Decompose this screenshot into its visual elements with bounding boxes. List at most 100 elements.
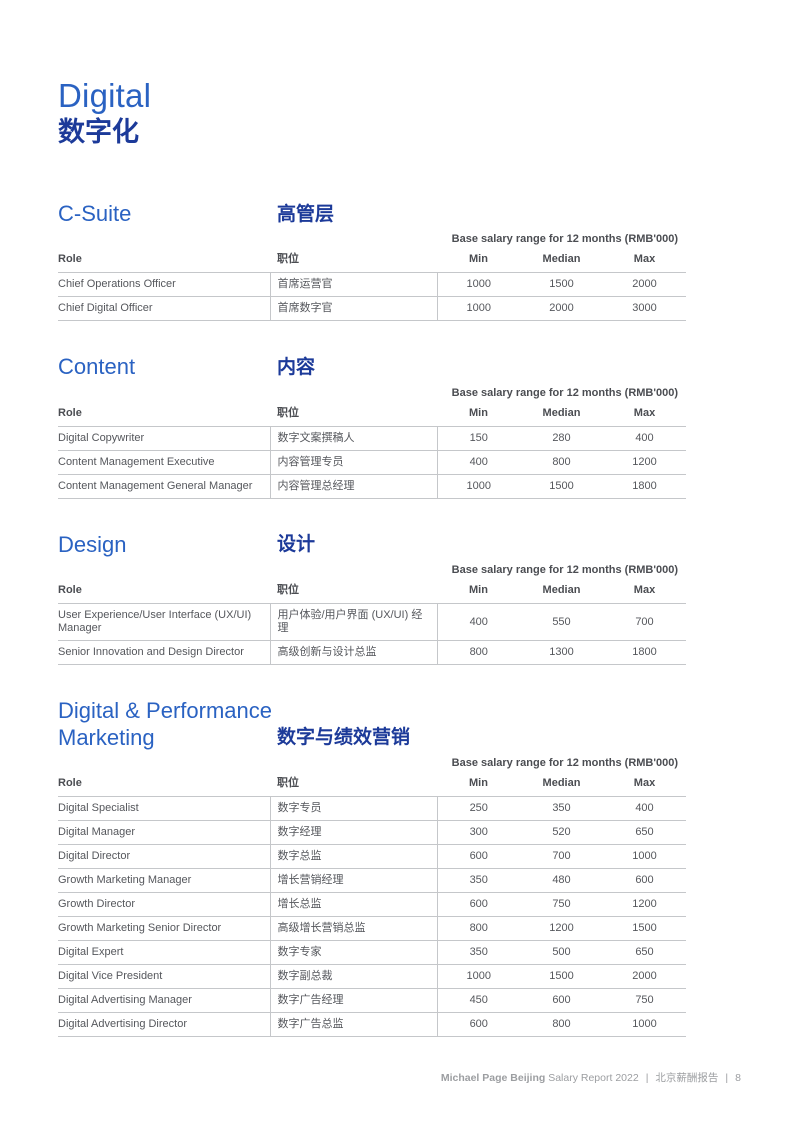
role-cell: Digital Advertising Manager [58, 993, 192, 1006]
role-cell: Digital Copywriter [58, 431, 145, 444]
min-column-header: Min [469, 406, 488, 419]
min-cell: 350 [436, 868, 520, 893]
max-cell: 400 [635, 431, 654, 444]
role-zh-cell: 数字专员 [269, 796, 437, 821]
max-cell: 1800 [632, 479, 657, 492]
max-cell: 3000 [632, 302, 657, 315]
role-cell: Senior Innovation and Design Director [58, 646, 244, 659]
max-cell: 650 [635, 945, 654, 958]
role-cell: Digital Advertising Director [58, 1017, 187, 1030]
role-zh-column-header: 职位 [277, 406, 299, 419]
role-zh-cell: 内容管理专员 [269, 450, 437, 475]
section-title-zh: 设计 [277, 534, 316, 556]
min-cell: 150 [436, 426, 520, 451]
table-row: Growth Director 增长总监 600 750 1200 [58, 892, 686, 917]
footer-separator: | [725, 1072, 729, 1084]
table-row: Digital Specialist 数字专员 250 350 400 [58, 796, 686, 821]
salary-table: Role 职位 Min Median Max Digital Copywrite… [58, 407, 686, 499]
median-cell: 1500 [549, 479, 574, 492]
page-title: Digital [58, 77, 152, 114]
role-zh-cell: 数字专家 [269, 940, 437, 965]
footer-separator: | [645, 1072, 649, 1084]
table-header-row: Role 职位 Min Median Max [58, 407, 686, 427]
table-row: User Experience/User Interface (UX/UI) M… [58, 603, 686, 641]
role-cell: Growth Director [58, 897, 136, 910]
median-cell: 480 [552, 873, 571, 886]
median-cell: 600 [552, 993, 571, 1006]
role-column-header: Role [58, 776, 82, 789]
min-cell: 1000 [436, 296, 520, 321]
section-title-en: C-Suite [58, 201, 132, 227]
role-zh-cell: 数字文案撰稿人 [269, 426, 437, 451]
max-cell: 1800 [632, 646, 657, 659]
min-cell: 300 [436, 820, 520, 845]
max-cell: 700 [635, 615, 654, 628]
section-title-zh: 内容 [277, 357, 316, 378]
min-column-header: Min [469, 253, 488, 266]
role-zh-cell: 用户体验/用户界面 (UX/UI) 经理 [269, 603, 437, 641]
footer-brand: Michael Page Beijing [440, 1072, 546, 1084]
median-cell: 800 [552, 1017, 571, 1030]
min-column-header: Min [469, 776, 488, 789]
median-column-header: Median [542, 584, 581, 597]
table-row: Digital Expert 数字专家 350 500 650 [58, 940, 686, 965]
salary-table: Role 职位 Min Median Max Chief Operations … [58, 253, 686, 321]
min-cell: 400 [436, 603, 520, 641]
min-cell: 1000 [436, 964, 520, 989]
salary-range-label: Base salary range for 12 months (RMB'000… [451, 756, 678, 769]
table-row: Digital Advertising Manager 数字广告经理 450 6… [58, 988, 686, 1013]
role-cell: Content Management General Manager [58, 479, 253, 492]
table-row: Content Management General Manager 内容管理总… [58, 474, 686, 499]
max-cell: 1000 [632, 1017, 657, 1030]
max-cell: 1200 [632, 897, 657, 910]
role-column-header: Role [58, 253, 82, 266]
salary-section: Content 内容 Base salary range for 12 mont… [58, 354, 686, 499]
table-row: Content Management Executive 内容管理专员 400 … [58, 450, 686, 475]
table-row: Chief Digital Officer 首席数字官 1000 2000 30… [58, 296, 686, 321]
table-row: Digital Copywriter 数字文案撰稿人 150 280 400 [58, 426, 686, 451]
min-cell: 450 [436, 988, 520, 1013]
section-head: Design 设计 [58, 532, 686, 558]
role-zh-cell: 数字广告总监 [269, 1012, 437, 1037]
median-cell: 350 [552, 801, 571, 814]
max-cell: 650 [635, 825, 654, 838]
table-row: Digital Manager 数字经理 300 520 650 [58, 820, 686, 845]
salary-table: Role 职位 Min Median Max User Experience/U… [58, 584, 686, 665]
role-zh-cell: 首席数字官 [269, 296, 437, 321]
min-cell: 350 [436, 940, 520, 965]
max-cell: 1500 [632, 921, 657, 934]
min-cell: 400 [436, 450, 520, 475]
section-head: C-Suite 高管层 [58, 201, 686, 227]
role-cell: Digital Expert [58, 945, 124, 958]
role-zh-cell: 数字副总裁 [269, 964, 437, 989]
salary-table: Role 职位 Min Median Max Digital Specialis… [58, 777, 686, 1037]
median-column-header: Median [542, 776, 581, 789]
role-zh-cell: 数字经理 [269, 820, 437, 845]
table-header-row: Role 职位 Min Median Max [58, 584, 686, 604]
role-zh-cell: 首席运营官 [269, 272, 437, 297]
min-column-header: Min [469, 584, 488, 597]
table-header-row: Role 职位 Min Median Max [58, 253, 686, 273]
role-zh-cell: 内容管理总经理 [269, 474, 437, 499]
role-cell: Digital Manager [58, 825, 136, 838]
salary-section: Design 设计 Base salary range for 12 month… [58, 532, 686, 665]
role-cell: Growth Marketing Senior Director [58, 921, 222, 934]
role-cell: Content Management Executive [58, 455, 215, 468]
role-cell: Chief Digital Officer [58, 302, 153, 315]
page-title-zh: 数字化 [58, 116, 139, 147]
median-cell: 500 [552, 945, 571, 958]
max-cell: 2000 [632, 278, 657, 291]
role-zh-cell: 高级创新与设计总监 [269, 640, 437, 665]
section-head: Content 内容 [58, 354, 686, 380]
salary-range-label: Base salary range for 12 months (RMB'000… [451, 564, 678, 577]
section-head: Digital & Performance Marketing 数字与绩效营销 [58, 698, 686, 751]
max-column-header: Max [633, 253, 656, 266]
min-cell: 800 [436, 640, 520, 665]
section-title-en: Digital & Performance Marketing [58, 698, 272, 750]
salary-range-label: Base salary range for 12 months (RMB'000… [451, 386, 678, 399]
table-row: Chief Operations Officer 首席运营官 1000 1500… [58, 272, 686, 297]
role-zh-cell: 增长总监 [269, 892, 437, 917]
page-content: Digital 数字化 C-Suite 高管层 Base salary rang… [58, 78, 686, 1037]
role-cell: User Experience/User Interface (UX/UI) M… [58, 609, 252, 635]
role-zh-cell: 数字广告经理 [269, 988, 437, 1013]
